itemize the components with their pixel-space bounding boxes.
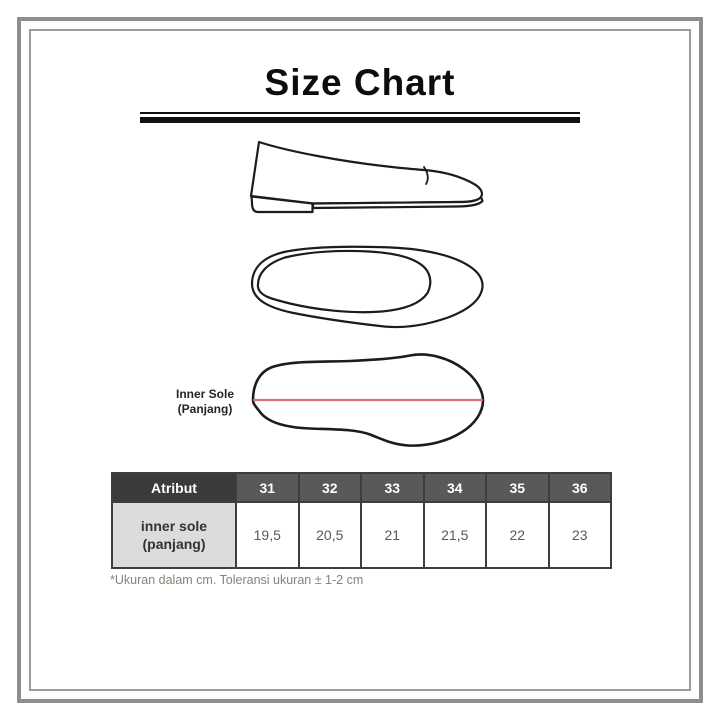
attribute-header-cell: Atribut (113, 474, 237, 501)
size-value-cell-36: 23 (549, 503, 610, 567)
size-footnote: *Ukuran dalam cm. Toleransi ukuran ± 1-2… (110, 573, 364, 587)
flat-shoe-top-view-illustration (250, 245, 484, 329)
row-label-cell: inner sole (panjang) (113, 503, 237, 567)
size-table-value-row: inner sole (panjang) 19,5 20,5 21 21,5 2… (113, 503, 610, 567)
title-rule-thick (140, 117, 580, 123)
flat-shoe-side-view-illustration (249, 140, 484, 214)
size-table-header-row: Atribut 31 32 33 34 35 36 (113, 474, 610, 503)
title-rule-thin (140, 112, 580, 114)
row-label-line1: inner sole (140, 518, 208, 534)
size-column-header-32: 32 (299, 474, 362, 501)
size-value-cell-31: 19,5 (237, 503, 300, 567)
size-column-header-34: 34 (424, 474, 487, 501)
size-value-cell-35: 22 (487, 503, 550, 567)
shoe-sole-outline-illustration (251, 353, 485, 447)
size-column-header-35: 35 (487, 474, 550, 501)
size-column-header-36: 36 (549, 474, 610, 501)
inner-sole-measure-label-line1: Inner Sole (175, 387, 234, 401)
size-table: Atribut 31 32 33 34 35 36 inner sole (pa… (111, 472, 612, 569)
size-value-cell-34: 21,5 (424, 503, 487, 567)
size-column-header-33: 33 (362, 474, 425, 501)
size-column-header-31: 31 (237, 474, 300, 501)
size-value-cell-32: 20,5 (299, 503, 362, 567)
page-title: Size Chart (264, 62, 456, 103)
outer-frame-border (17, 17, 703, 703)
inner-sole-measure-label: Inner Sole (Panjang) (170, 387, 240, 417)
row-label-line2: (panjang) (142, 536, 206, 552)
inner-frame-border (29, 29, 691, 691)
inner-sole-measure-label-line2: (Panjang) (177, 402, 233, 416)
size-value-cell-33: 21 (362, 503, 425, 567)
